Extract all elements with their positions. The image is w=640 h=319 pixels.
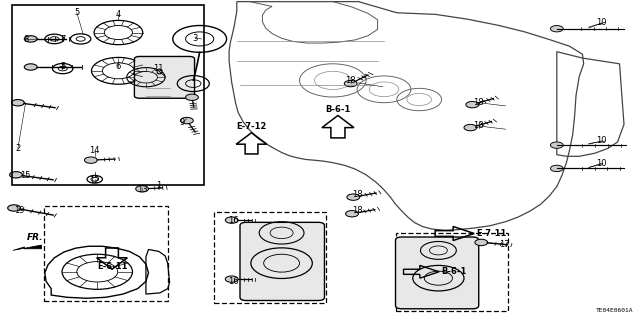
FancyBboxPatch shape	[396, 237, 479, 309]
Text: E-7-12: E-7-12	[236, 122, 267, 131]
Polygon shape	[13, 245, 42, 250]
Circle shape	[550, 26, 563, 32]
Bar	[396, 233, 508, 311]
Text: 18: 18	[352, 206, 362, 215]
Circle shape	[8, 205, 20, 211]
Text: TE04E0601A: TE04E0601A	[596, 308, 634, 313]
Circle shape	[346, 211, 358, 217]
Text: 3: 3	[193, 34, 198, 43]
Text: 8: 8	[23, 35, 28, 44]
Text: 10: 10	[596, 19, 607, 27]
Text: 16: 16	[228, 216, 239, 225]
Circle shape	[12, 100, 24, 106]
Text: 19: 19	[14, 206, 24, 215]
Text: 2: 2	[15, 144, 20, 153]
Circle shape	[136, 186, 148, 192]
Bar	[12, 5, 204, 185]
Bar	[214, 212, 326, 303]
Bar	[44, 206, 168, 301]
Text: 17: 17	[499, 240, 509, 249]
Circle shape	[466, 101, 479, 108]
Text: E-7-11: E-7-11	[476, 229, 506, 238]
Circle shape	[344, 80, 357, 87]
Circle shape	[464, 124, 477, 131]
Text: 15: 15	[20, 171, 31, 180]
Text: 6: 6	[116, 63, 121, 71]
Text: 18: 18	[474, 98, 484, 107]
Text: 11: 11	[154, 64, 164, 73]
Text: 13: 13	[137, 185, 147, 194]
Circle shape	[225, 276, 238, 282]
Circle shape	[475, 239, 488, 246]
Text: 18: 18	[474, 121, 484, 130]
Circle shape	[347, 194, 360, 200]
Text: 4: 4	[116, 10, 121, 19]
Text: 10: 10	[596, 159, 607, 168]
Text: 5: 5	[74, 8, 79, 17]
Circle shape	[550, 142, 563, 148]
Text: 18: 18	[352, 190, 362, 199]
Circle shape	[550, 165, 563, 172]
FancyBboxPatch shape	[134, 56, 195, 98]
Circle shape	[84, 157, 97, 163]
Circle shape	[180, 117, 193, 124]
Circle shape	[186, 94, 198, 100]
Text: 7: 7	[60, 35, 65, 44]
FancyBboxPatch shape	[240, 222, 324, 300]
Text: 16: 16	[228, 277, 239, 286]
Text: 14: 14	[90, 146, 100, 155]
Text: 10: 10	[596, 137, 607, 145]
Text: 12: 12	[90, 176, 100, 185]
Circle shape	[24, 64, 37, 70]
Text: 18: 18	[346, 76, 356, 85]
Text: FR.: FR.	[27, 234, 44, 242]
Text: B-6-1: B-6-1	[442, 267, 467, 276]
Circle shape	[10, 172, 22, 178]
Text: 1: 1	[156, 181, 161, 189]
Text: 5: 5	[60, 63, 65, 71]
Text: B-6-1: B-6-1	[325, 105, 351, 114]
Text: 9: 9	[180, 118, 185, 127]
Text: E-6-11: E-6-11	[97, 262, 127, 271]
Circle shape	[225, 217, 238, 223]
Circle shape	[24, 36, 37, 42]
